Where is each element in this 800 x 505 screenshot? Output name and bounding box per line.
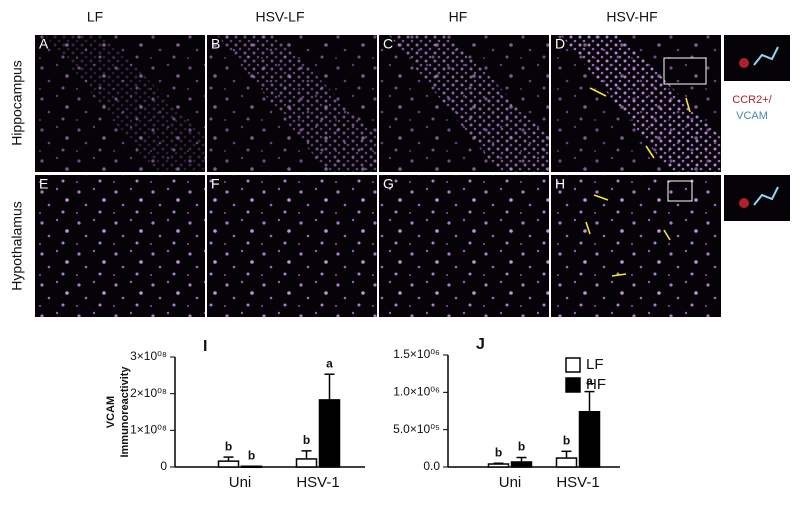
x-tick-label: HSV-1 <box>556 474 599 491</box>
legend-swatch <box>565 377 581 393</box>
micrograph-dots <box>379 175 549 317</box>
panel-letter: C <box>383 36 393 52</box>
significance-letter: a <box>326 356 333 370</box>
arrow <box>663 229 671 241</box>
error-bar <box>516 456 527 462</box>
bar <box>510 461 533 468</box>
legend-swatch <box>565 357 581 373</box>
arrow <box>611 273 627 277</box>
micrograph-dots <box>207 175 377 317</box>
inset-label: CCR2+/ <box>732 94 772 106</box>
bar <box>318 399 341 468</box>
inset-cell <box>753 186 779 206</box>
significance-letter: a <box>586 374 593 388</box>
y-axis-label: VCAM <box>105 396 117 428</box>
inset-cell <box>753 46 779 66</box>
bar <box>295 458 318 468</box>
arrow <box>645 145 655 159</box>
inset-cell <box>739 198 749 208</box>
arrow <box>685 97 691 113</box>
micrograph-dots <box>379 35 549 172</box>
y-axis-label: Immunoreactivity <box>119 366 131 458</box>
column-header: HSV-LF <box>255 9 304 25</box>
roi-box <box>667 180 693 202</box>
micrograph-dots <box>35 175 205 317</box>
error-bar <box>584 390 595 412</box>
micrograph-dots <box>35 35 205 172</box>
significance-letter: b <box>225 439 232 453</box>
significance-letter: b <box>563 433 570 447</box>
inset <box>724 175 790 221</box>
significance-letter: b <box>518 440 525 454</box>
y-tick-label: 0 <box>160 459 167 473</box>
y-tick-label: 2×10⁰⁸ <box>130 386 167 400</box>
panel-letter: F <box>211 176 220 192</box>
panel-letter: A <box>39 36 49 52</box>
bar <box>487 463 510 468</box>
micrograph-dots <box>551 35 721 172</box>
chart-title: J <box>476 336 485 353</box>
roi-box <box>663 57 707 85</box>
bar <box>240 465 263 469</box>
arrow <box>585 221 591 235</box>
y-tick-label: 1.5×10⁰⁶ <box>393 347 440 361</box>
x-tick-label: HSV-1 <box>296 474 339 491</box>
error-bar <box>324 373 335 400</box>
y-tick-label: 1.0×10⁰⁶ <box>393 385 440 399</box>
micrograph-dots <box>207 35 377 172</box>
bar <box>578 410 601 468</box>
legend-label: HF <box>586 376 606 393</box>
error-bar <box>561 450 572 459</box>
column-header: HF <box>449 9 468 25</box>
inset <box>724 35 790 81</box>
significance-letter: b <box>248 448 255 462</box>
panel-letter: H <box>555 176 565 192</box>
chart-title: I <box>203 338 207 355</box>
row-label: Hypothalamus <box>9 201 25 291</box>
panel-letter: E <box>39 176 48 192</box>
significance-letter: b <box>303 433 310 447</box>
error-bar <box>223 456 234 462</box>
micrograph-dots <box>551 175 721 317</box>
x-tick-label: Uni <box>229 474 252 491</box>
panel-letter: G <box>383 176 394 192</box>
inset-cell <box>739 58 749 68</box>
y-tick-label: 3×10⁰⁸ <box>130 349 167 363</box>
row-label: Hippocampus <box>9 60 25 146</box>
significance-letter: b <box>495 445 502 459</box>
bar <box>555 457 578 468</box>
micrographs: A B C D E F G H <box>35 35 790 317</box>
error-bar <box>493 462 504 465</box>
y-tick-label: 5.0×10⁰⁵ <box>393 422 440 436</box>
arrow <box>589 87 607 97</box>
error-bar <box>301 450 312 459</box>
panel-letter: D <box>555 36 565 52</box>
x-tick-label: Uni <box>499 474 522 491</box>
arrow <box>593 194 609 201</box>
panel-letter: B <box>211 36 220 52</box>
y-tick-label: 0.0 <box>423 459 440 473</box>
y-tick-label: 1×10⁰⁸ <box>130 423 167 437</box>
inset-label: VCAM <box>736 110 768 122</box>
column-header: LF <box>87 9 103 25</box>
legend-label: LF <box>586 356 604 373</box>
bar <box>217 460 240 468</box>
column-header: HSV-HF <box>606 9 657 25</box>
